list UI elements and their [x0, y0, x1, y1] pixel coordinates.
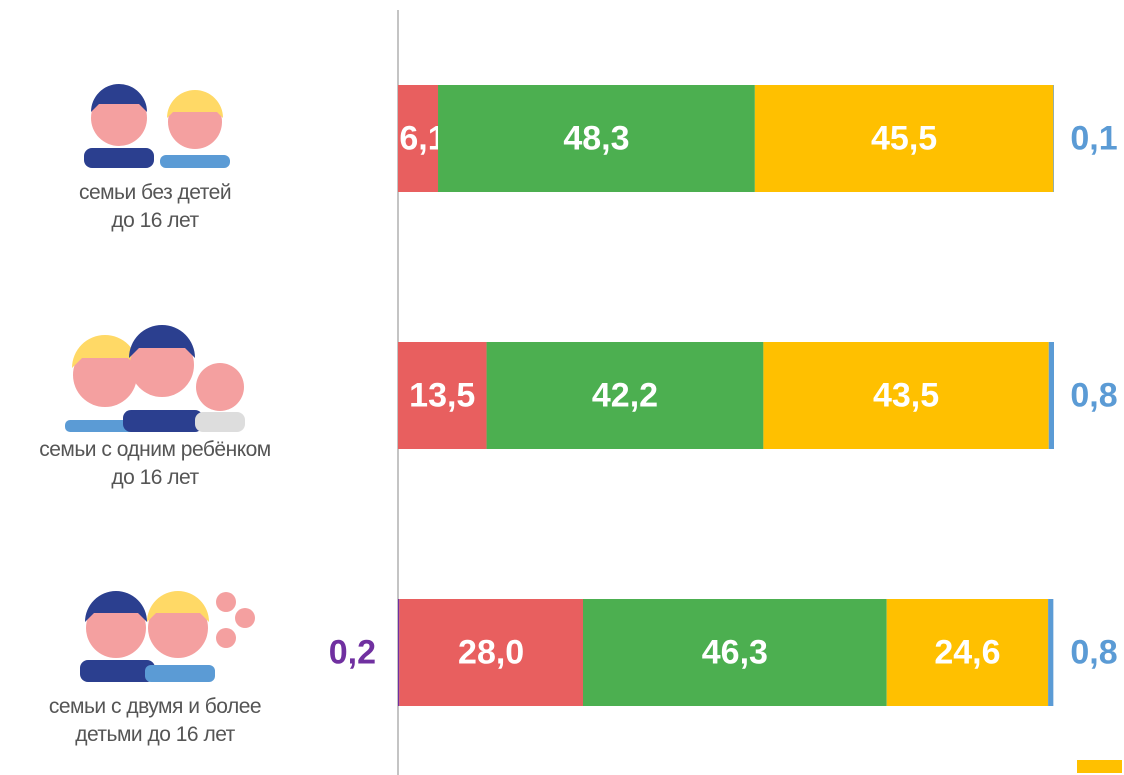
category-label: семьи без детей до 16 лет: [5, 179, 305, 235]
category-label: семьи с одним ребёнком до 16 лет: [5, 436, 305, 492]
value-label: 0,8: [1070, 633, 1117, 671]
chart: 6,148,345,50,113,542,243,50,80,228,046,3…: [0, 0, 1124, 775]
icon: [84, 84, 230, 168]
bar-segment: [398, 599, 399, 706]
value-label: 0,8: [1070, 376, 1117, 414]
bar-segment: [1048, 599, 1053, 706]
icon: [65, 325, 245, 432]
page: 6,148,345,50,113,542,243,50,80,228,046,3…: [0, 0, 1124, 775]
category-label: семьи с двумя и более детьми до 16 лет: [5, 693, 305, 749]
value-label: 42,2: [592, 376, 658, 414]
icon: [80, 591, 255, 682]
value-label: 0,2: [329, 633, 376, 671]
value-label: 43,5: [873, 376, 939, 414]
bar-segment: [1049, 342, 1054, 449]
value-label: 24,6: [934, 633, 1000, 671]
value-label: 46,3: [702, 633, 768, 671]
value-label: 13,5: [409, 376, 475, 414]
value-label: 45,5: [871, 119, 937, 157]
bar-segment: [1053, 85, 1054, 192]
value-label: 28,0: [458, 633, 524, 671]
value-label: 0,1: [1070, 119, 1117, 157]
value-label: 48,3: [563, 119, 629, 157]
decoration: [1077, 760, 1122, 773]
